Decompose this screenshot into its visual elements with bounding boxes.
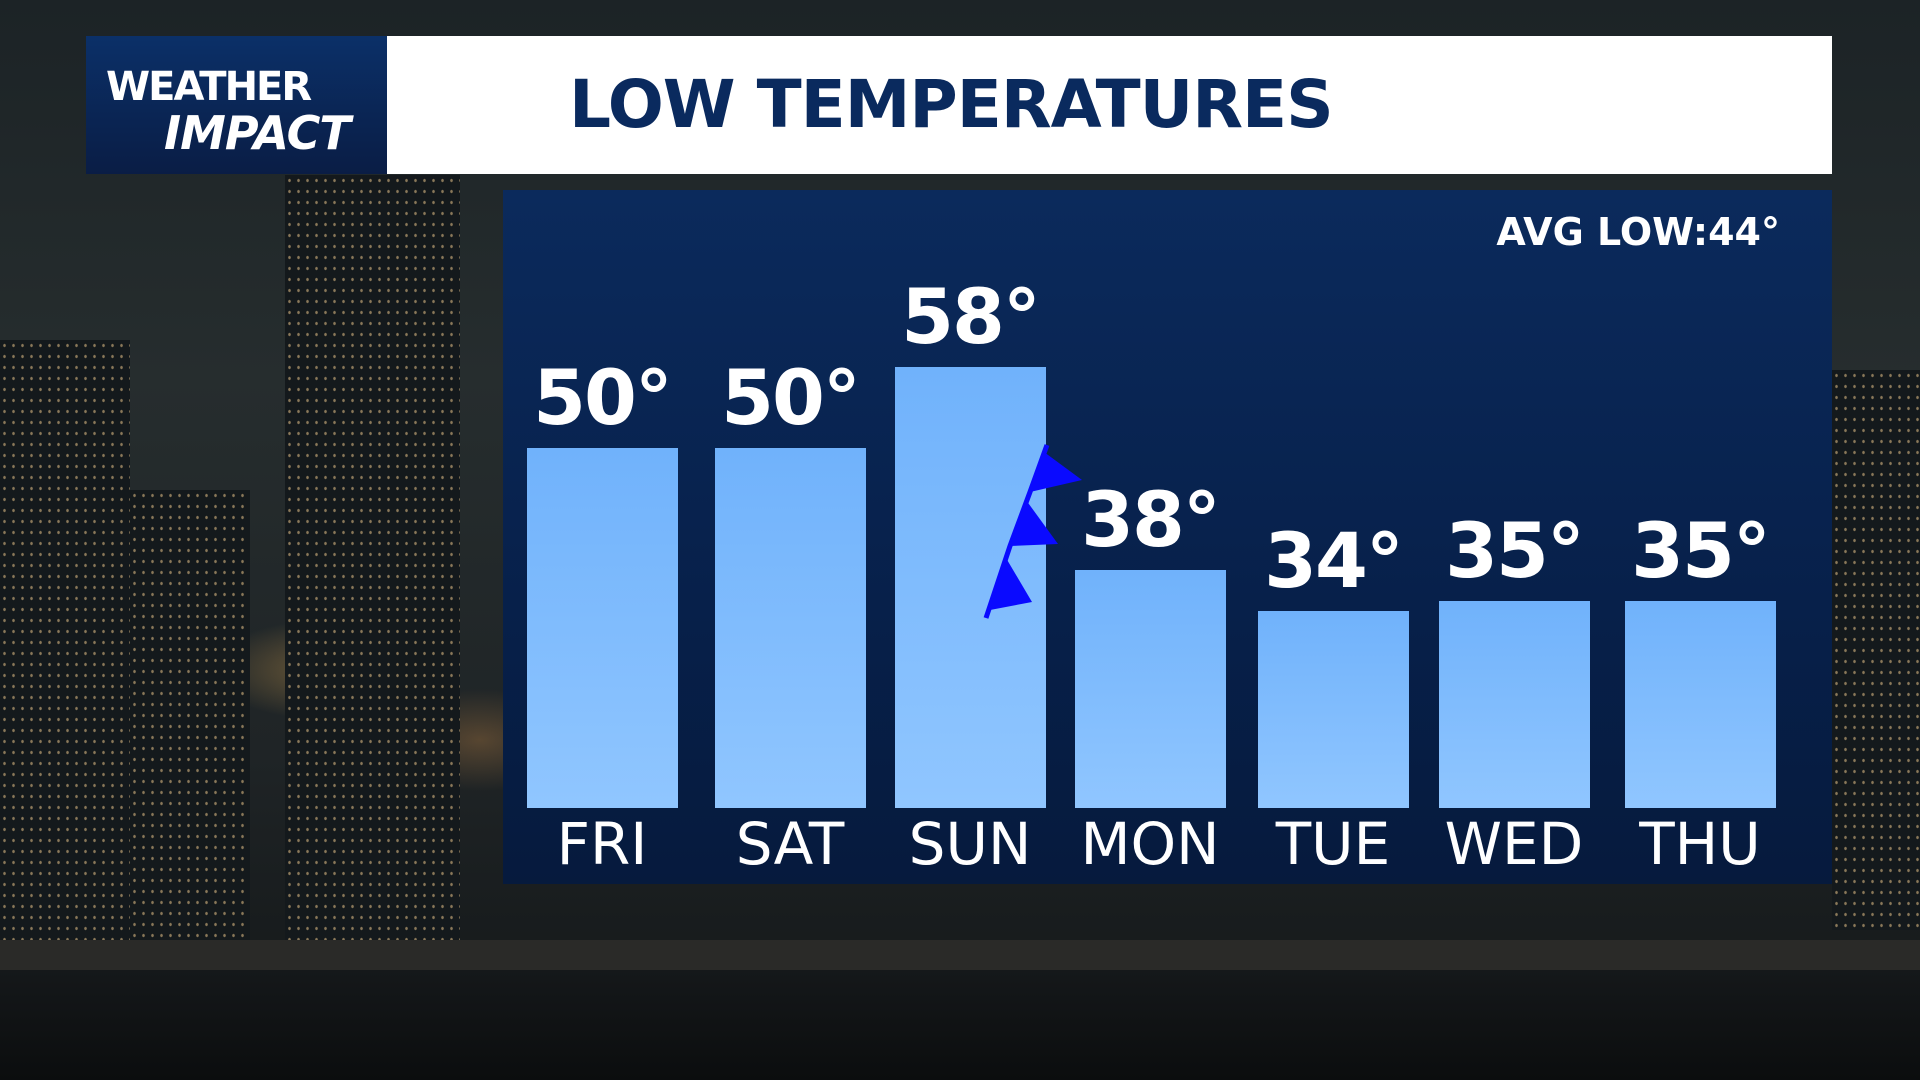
weather-impact-logo: WEATHER IMPACT: [86, 36, 387, 174]
logo-line2: IMPACT: [164, 106, 351, 160]
day-label: FRI: [556, 810, 648, 878]
bar-fri: [527, 447, 678, 808]
logo-line1: WEATHER: [106, 64, 312, 110]
day-label: TUE: [1275, 810, 1391, 878]
value-label: 38°: [1081, 475, 1221, 565]
day-label: SUN: [908, 810, 1032, 878]
value-label: 34°: [1264, 515, 1404, 605]
bar-thu: [1625, 600, 1776, 808]
day-label: WED: [1444, 810, 1584, 878]
value-label: 35°: [1631, 505, 1771, 595]
day-label: SAT: [735, 810, 845, 878]
value-label: 58°: [901, 271, 1041, 361]
day-label: THU: [1639, 810, 1761, 878]
chart-panel: AVG LOW:44° 50° FRI 50° SAT 58° SUN 38° MON 34° T…: [503, 190, 1832, 884]
avg-low-label: AVG LOW:44°: [1496, 210, 1780, 254]
value-label: 35°: [1445, 505, 1585, 595]
bar-tue: [1258, 610, 1409, 808]
title-bar: LOW TEMPERATURES: [387, 36, 1832, 174]
bar-sat: [715, 447, 866, 808]
value-label: 50°: [533, 352, 673, 442]
page-title: LOW TEMPERATURES: [569, 66, 1334, 143]
value-label: 50°: [721, 352, 861, 442]
bar-wed: [1439, 600, 1590, 808]
day-label: MON: [1080, 810, 1220, 878]
bar-mon: [1075, 570, 1226, 808]
